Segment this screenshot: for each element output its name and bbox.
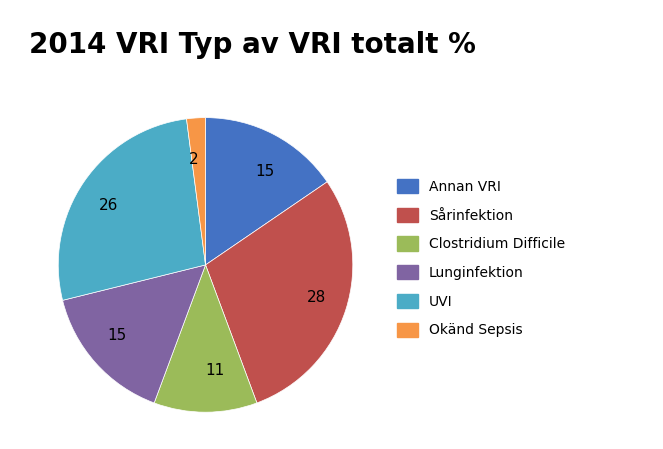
Text: 15: 15 xyxy=(107,328,127,343)
Wedge shape xyxy=(186,118,206,265)
Text: 2014 VRI Typ av VRI totalt %: 2014 VRI Typ av VRI totalt % xyxy=(29,31,475,59)
Wedge shape xyxy=(154,265,257,412)
Wedge shape xyxy=(58,119,206,300)
Text: 2: 2 xyxy=(189,152,199,167)
Text: 26: 26 xyxy=(99,198,118,213)
Legend: Annan VRI, Sårinfektion, Clostridium Difficile, Lunginfektion, UVI, Okänd Sepsis: Annan VRI, Sårinfektion, Clostridium Dif… xyxy=(391,173,571,343)
Wedge shape xyxy=(206,182,353,403)
Text: 15: 15 xyxy=(255,163,274,179)
Text: 28: 28 xyxy=(306,290,326,304)
Wedge shape xyxy=(62,265,206,403)
Wedge shape xyxy=(206,118,327,265)
Text: 11: 11 xyxy=(206,363,225,379)
